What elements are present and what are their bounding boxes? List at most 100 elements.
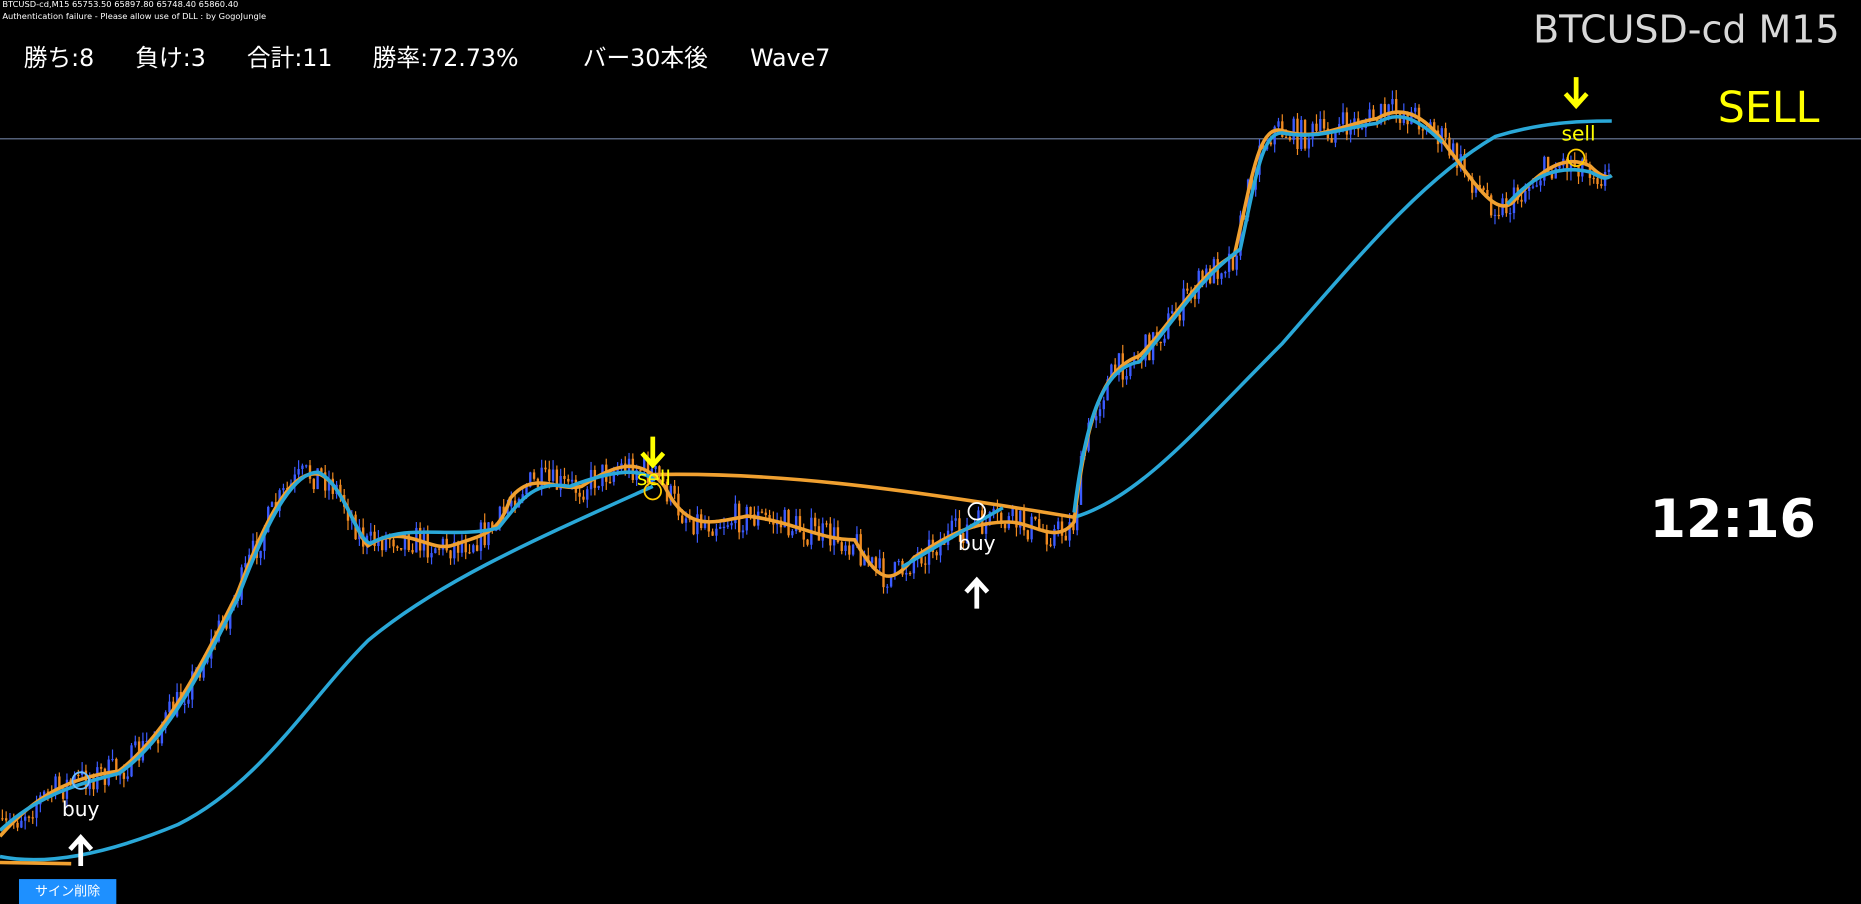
button-label[interactable]: サイン削除: [35, 885, 100, 900]
candle-body: [1554, 168, 1557, 179]
candle-body: [984, 522, 988, 534]
button-bg[interactable]: [18, 879, 117, 904]
candle-body: [908, 572, 912, 575]
candle-body: [20, 820, 23, 828]
candle-body: [855, 534, 859, 545]
candle-body: [1159, 341, 1162, 344]
candle-body: [1019, 510, 1022, 528]
stat-bars: バー30本後: [583, 44, 708, 72]
candle-body: [1421, 129, 1424, 131]
candle-body: [1045, 531, 1048, 545]
candle-body: [635, 470, 638, 480]
candle-body: [1307, 138, 1311, 149]
candle-body: [282, 488, 285, 491]
candle-body: [1341, 112, 1345, 124]
candle-body: [111, 758, 114, 761]
candle-body: [1600, 184, 1603, 186]
candle-body: [897, 560, 900, 563]
candle-body: [962, 533, 965, 544]
candle-body: [1034, 516, 1037, 520]
candle-body: [870, 557, 874, 563]
candle-body: [745, 506, 748, 531]
signal-icon: [643, 481, 662, 501]
candle-body: [787, 509, 790, 536]
candle-body: [1489, 195, 1493, 216]
candle-body: [1581, 159, 1584, 177]
candle-body: [768, 515, 771, 520]
candle-body: [1360, 128, 1364, 130]
candle-body: [878, 558, 881, 569]
candle-body: [1520, 199, 1523, 202]
delete-signs-button[interactable]: サイン削除: [18, 879, 117, 904]
candle-body: [681, 515, 684, 523]
candle-body: [794, 516, 798, 532]
candle-body: [1038, 519, 1041, 530]
candle-body: [851, 544, 855, 555]
candle-body: [1106, 379, 1109, 401]
clock: 12:16: [1650, 490, 1816, 550]
candle-body: [1000, 512, 1003, 525]
candle-body: [324, 472, 327, 491]
candle-body: [684, 518, 688, 523]
candle-body: [730, 523, 733, 526]
candle-body: [1269, 142, 1273, 145]
candle-body: [1292, 118, 1295, 140]
candle-body: [741, 530, 745, 533]
candle-body: [673, 485, 676, 494]
candle-body: [597, 486, 600, 488]
candle-body: [327, 478, 331, 491]
candle-body: [99, 767, 103, 769]
candle-body: [1113, 364, 1117, 375]
candle-body: [965, 524, 969, 544]
candle-body: [1478, 184, 1481, 188]
candle-body: [1592, 177, 1595, 180]
candle-body: [339, 484, 342, 496]
candle-body: [396, 546, 399, 549]
candle-body: [77, 774, 80, 777]
candle-body: [1277, 121, 1280, 127]
candle-body: [491, 522, 494, 531]
candle-body: [1322, 119, 1326, 129]
candle-body: [1543, 156, 1546, 181]
stat-winrate: 勝率:72.73%: [373, 44, 519, 72]
candle-body: [1368, 109, 1371, 122]
candle-body: [31, 817, 34, 819]
candle-body: [498, 506, 502, 525]
candle-body: [1064, 535, 1067, 541]
candle-body: [863, 555, 866, 566]
candle-body: [1284, 136, 1288, 139]
candle-body: [122, 772, 126, 779]
candle-body: [1227, 253, 1231, 272]
candle-body: [1470, 177, 1474, 193]
slow-ma: [1073, 119, 1612, 519]
candle-body: [912, 559, 916, 574]
candle-body: [529, 472, 532, 487]
candle-body: [753, 514, 756, 526]
candle-body: [1102, 400, 1105, 410]
candle-body: [1569, 160, 1573, 172]
candle-body: [312, 478, 315, 490]
candle-body: [1132, 357, 1136, 364]
candle-body: [1440, 128, 1443, 145]
buy-arrow: [68, 834, 94, 867]
candle-body: [487, 522, 490, 546]
candle-body: [874, 557, 878, 569]
candle-body: [521, 494, 524, 500]
candle-body: [1110, 364, 1113, 380]
marker-label: buy: [958, 531, 996, 555]
slow-ma-orange: [0, 472, 1075, 866]
candle-body: [992, 508, 995, 513]
candle-body: [578, 492, 581, 497]
candle-body: [1387, 104, 1390, 117]
candle-body: [392, 539, 395, 547]
candle-body: [187, 699, 190, 704]
candle-body: [920, 552, 923, 564]
candle-body: [1053, 529, 1056, 546]
candle-body: [27, 816, 31, 818]
candle-body: [798, 516, 802, 533]
candle-body: [244, 563, 247, 568]
candle-body: [23, 816, 27, 821]
